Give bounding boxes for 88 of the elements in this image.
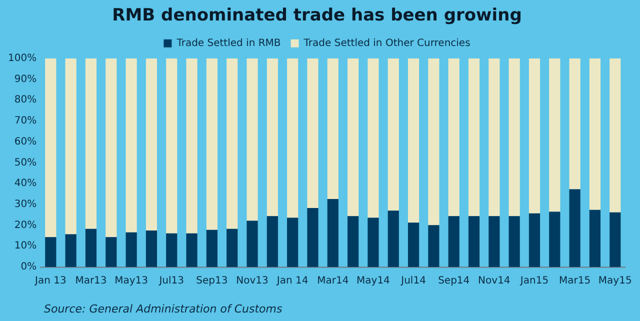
bar [327, 58, 338, 199]
x-tick-label: Nov14 [478, 276, 510, 287]
bar [589, 210, 601, 267]
bar [287, 218, 298, 267]
bar [388, 58, 399, 211]
y-tick-label: 90% [14, 74, 37, 85]
bar [388, 210, 399, 267]
bar [408, 222, 420, 267]
bar [206, 230, 218, 267]
bar [106, 237, 117, 267]
y-tick-label: 100% [8, 52, 37, 64]
x-tick-label: May15 [598, 276, 632, 287]
legend-label: Trade Settled in Other Currencies [302, 38, 470, 49]
bar [488, 58, 500, 216]
bar [448, 58, 460, 216]
bar [610, 212, 621, 267]
x-tick-label: Jan15 [519, 276, 549, 287]
bar [246, 58, 258, 221]
bar [448, 216, 460, 267]
legend-label: Trade Settled in RMB [176, 38, 281, 49]
bar [106, 58, 117, 238]
x-tick-label: Jul13 [158, 276, 184, 287]
y-tick-label: 20% [14, 220, 37, 231]
bar [327, 198, 338, 267]
y-tick-label: 80% [14, 94, 37, 106]
x-tick-label: Jan 14 [276, 276, 308, 287]
bar [348, 58, 359, 216]
y-tick-label: 10% [14, 240, 37, 252]
y-tick-label: 30% [14, 199, 37, 210]
bar [65, 58, 76, 234]
bar [508, 216, 520, 267]
bar [488, 216, 500, 267]
y-tick-label: 50% [14, 157, 37, 168]
bar [468, 58, 480, 216]
bar [528, 58, 540, 214]
bar [549, 212, 560, 267]
x-tick-label: May13 [114, 276, 148, 287]
bar [589, 58, 601, 210]
bar [569, 58, 580, 190]
x-tick-label: May14 [356, 276, 390, 287]
bar [65, 234, 76, 267]
x-tick-label: Sep14 [438, 276, 470, 287]
x-tick-label: Jan 13 [34, 276, 66, 287]
bar [528, 213, 540, 267]
bar [186, 233, 198, 267]
bar [348, 216, 359, 267]
bar [126, 58, 137, 232]
bar [428, 58, 440, 226]
bar [428, 225, 440, 267]
chart-title: RMB denominated trade has been growing [112, 6, 522, 26]
x-tick-label: Mar13 [75, 276, 107, 287]
bar [549, 58, 560, 212]
bar [287, 58, 298, 218]
y-tick-label: 0% [20, 262, 37, 273]
bar [226, 58, 238, 229]
bar [206, 58, 218, 230]
x-tick-label: Mar15 [559, 276, 591, 287]
bar [266, 216, 278, 267]
bar [610, 58, 621, 212]
bar [126, 232, 137, 267]
y-tick-label: 70% [14, 116, 37, 127]
x-tick-label: Jul14 [400, 276, 426, 287]
bar [85, 228, 97, 267]
y-tick-label: 40% [14, 178, 37, 190]
bar [226, 228, 238, 267]
bar [85, 58, 97, 229]
bar [468, 216, 480, 267]
bar [45, 58, 56, 238]
bar [45, 237, 56, 267]
bar [166, 233, 178, 267]
bar [246, 220, 258, 267]
bar [569, 189, 580, 267]
bar [307, 58, 318, 208]
bar [408, 58, 420, 223]
bar [146, 58, 158, 230]
source-note: Source: General Administration of Customs [44, 302, 282, 316]
x-tick-label: Sep13 [196, 276, 228, 287]
bar [508, 58, 520, 216]
bar [368, 218, 379, 267]
bar [146, 230, 158, 267]
bar [266, 58, 278, 216]
y-tick-label: 60% [14, 136, 37, 148]
x-tick-label: Nov13 [236, 276, 268, 287]
bar [166, 58, 178, 234]
bar [186, 58, 198, 234]
x-tick-label: Mar14 [317, 276, 349, 287]
bar [307, 208, 318, 267]
bar [368, 58, 379, 218]
